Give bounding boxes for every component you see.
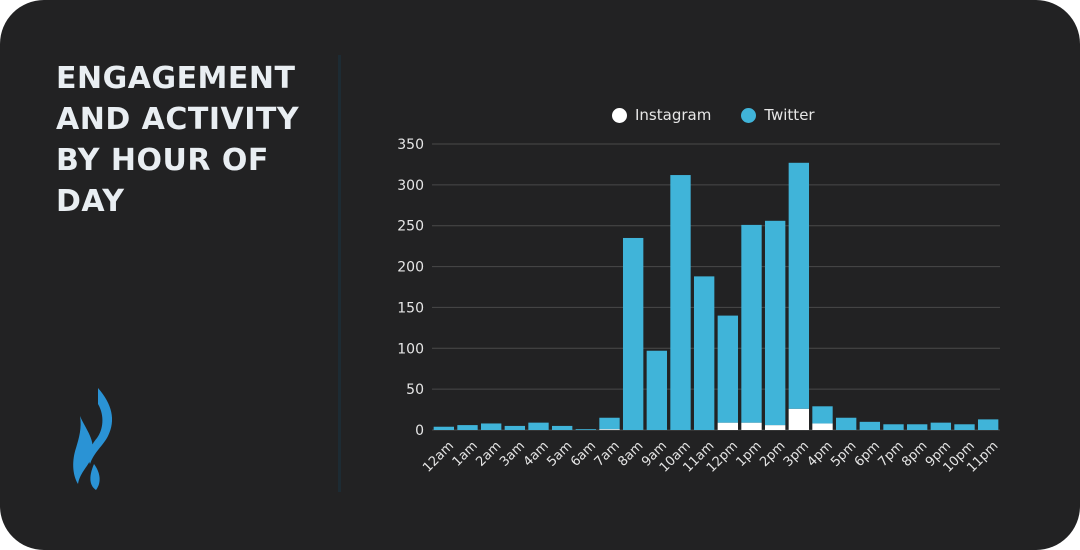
- x-tick-label-6am: 6am: [568, 439, 599, 470]
- chart-legend: Instagram Twitter: [612, 104, 845, 126]
- bar-twitter-3am[interactable]: [504, 425, 526, 430]
- bar-twitter-4am[interactable]: [528, 422, 549, 430]
- x-tick-label-7pm: 7pm: [876, 439, 907, 470]
- legend-swatch-instagram: [612, 107, 627, 123]
- bar-twitter-1am[interactable]: [457, 425, 478, 430]
- y-tick-label-250: 250: [397, 219, 424, 235]
- y-tick-label-350: 350: [397, 137, 424, 153]
- x-tick-label-4am: 4am: [521, 439, 552, 470]
- bar-twitter-10pm[interactable]: [954, 424, 975, 430]
- y-tick-label-150: 150: [397, 300, 424, 316]
- bar-instagram-2pm[interactable]: [764, 425, 786, 430]
- x-tick-label-3pm: 3pm: [781, 439, 812, 470]
- bar-twitter-2am[interactable]: [480, 423, 502, 430]
- y-tick-label-50: 50: [406, 382, 424, 398]
- bar-twitter-8pm[interactable]: [906, 424, 928, 430]
- bar-instagram-4pm[interactable]: [812, 423, 833, 430]
- x-tick-label-6pm: 6pm: [852, 439, 883, 470]
- x-tick-label-1pm: 1pm: [734, 439, 765, 470]
- x-tick-label-7am: 7am: [592, 439, 623, 470]
- x-tick-label-8pm: 8pm: [899, 439, 930, 470]
- bar-twitter-10am[interactable]: [670, 175, 691, 430]
- bar-twitter-3pm[interactable]: [788, 162, 810, 409]
- legend-swatch-twitter: [741, 107, 757, 123]
- x-tick-label-5pm: 5pm: [828, 439, 859, 470]
- x-tick-label-3am: 3am: [497, 439, 528, 470]
- divider: [338, 55, 341, 492]
- y-tick-label-300: 300: [397, 178, 424, 194]
- x-tick-label-2am: 2am: [473, 439, 504, 470]
- bar-twitter-5pm[interactable]: [835, 417, 857, 430]
- bar-twitter-2pm[interactable]: [764, 220, 786, 426]
- page-title: ENGAGEMENT AND ACTIVITY BY HOUR OF DAY: [56, 61, 300, 219]
- bar-twitter-4pm[interactable]: [812, 406, 833, 424]
- legend-item-twitter[interactable]: Twitter: [741, 106, 815, 124]
- bar-instagram-1pm[interactable]: [741, 422, 762, 430]
- bar-instagram-7am[interactable]: [599, 429, 620, 430]
- bar-instagram-3pm[interactable]: [788, 408, 810, 430]
- bar-twitter-7am[interactable]: [599, 417, 620, 430]
- bar-twitter-11am[interactable]: [693, 276, 715, 430]
- flame-icon: [73, 388, 113, 490]
- x-tick-label-8am: 8am: [615, 439, 646, 470]
- bar-twitter-8am[interactable]: [622, 237, 644, 430]
- y-tick-label-100: 100: [397, 341, 424, 357]
- bar-twitter-12pm[interactable]: [717, 315, 739, 423]
- bar-twitter-5am[interactable]: [551, 425, 573, 430]
- x-tick-label-1am: 1am: [450, 439, 481, 470]
- bar-twitter-6pm[interactable]: [859, 421, 881, 430]
- legend-item-instagram[interactable]: Instagram: [612, 106, 711, 124]
- bar-twitter-9pm[interactable]: [930, 422, 952, 430]
- bar-twitter-7pm[interactable]: [883, 424, 904, 430]
- x-tick-label-5am: 5am: [544, 439, 575, 470]
- bar-twitter-6am[interactable]: [575, 429, 597, 430]
- x-tick-label-2pm: 2pm: [757, 439, 788, 470]
- bar-twitter-9am[interactable]: [646, 350, 668, 430]
- bar-twitter-11pm[interactable]: [977, 419, 999, 430]
- legend-label-twitter: Twitter: [764, 106, 815, 124]
- bar-instagram-12pm[interactable]: [717, 422, 739, 430]
- legend-label-instagram: Instagram: [635, 106, 712, 124]
- bar-twitter-1pm[interactable]: [741, 224, 762, 423]
- y-tick-label-0: 0: [415, 423, 424, 439]
- bar-twitter-12am[interactable]: [433, 426, 455, 430]
- x-tick-label-4pm: 4pm: [805, 439, 836, 470]
- y-tick-label-200: 200: [397, 260, 424, 276]
